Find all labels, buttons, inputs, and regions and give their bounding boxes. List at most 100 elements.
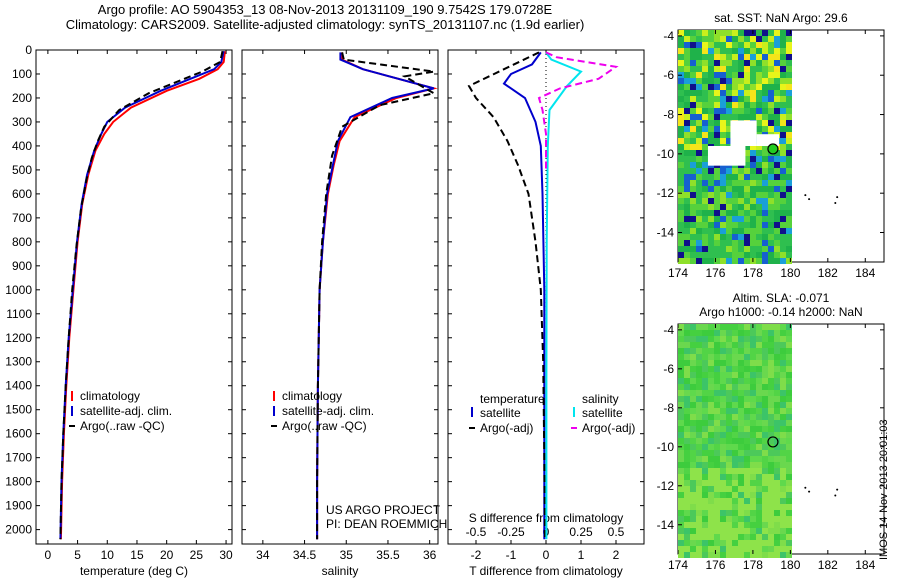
map-cell bbox=[762, 42, 768, 48]
map-cell bbox=[786, 228, 792, 234]
map-cell bbox=[768, 180, 774, 186]
map-cell bbox=[762, 234, 768, 240]
map-cell bbox=[708, 198, 714, 204]
map-cell bbox=[696, 408, 702, 414]
map-cell bbox=[756, 246, 762, 252]
map-cell bbox=[774, 66, 780, 72]
map-cell bbox=[786, 450, 792, 456]
map-cell bbox=[708, 396, 714, 402]
map-cell bbox=[738, 378, 744, 384]
map-cell bbox=[732, 102, 738, 108]
island bbox=[836, 488, 839, 491]
map-cell bbox=[696, 474, 702, 480]
map-cell bbox=[696, 438, 702, 444]
map-cell bbox=[702, 486, 708, 492]
map-cell bbox=[696, 138, 702, 144]
map-cell bbox=[774, 258, 780, 264]
map-cell bbox=[708, 342, 714, 348]
argo-location-marker bbox=[767, 436, 779, 448]
map-cell bbox=[738, 528, 744, 534]
map-cell bbox=[678, 492, 684, 498]
map-cell bbox=[684, 342, 690, 348]
map-cell bbox=[786, 462, 792, 468]
y-tick-label: 900 bbox=[12, 259, 32, 273]
map-cell bbox=[702, 426, 708, 432]
map-cell bbox=[702, 546, 708, 552]
map-cell bbox=[714, 420, 720, 426]
map-cell bbox=[714, 534, 720, 540]
map-cell bbox=[744, 366, 750, 372]
x-tick-label: 35 bbox=[340, 548, 354, 562]
y-tick-label: -6 bbox=[663, 68, 674, 82]
map-cell bbox=[744, 522, 750, 528]
map-cell bbox=[762, 192, 768, 198]
figure-subtitle: Climatology: CARS2009. Satellite-adjuste… bbox=[65, 17, 585, 32]
map-cell bbox=[744, 48, 750, 54]
map-cell bbox=[720, 462, 726, 468]
map-cell bbox=[756, 366, 762, 372]
map-cell bbox=[690, 114, 696, 120]
map-cell bbox=[750, 72, 756, 78]
map-cell bbox=[750, 522, 756, 528]
map-cell bbox=[714, 528, 720, 534]
map-cell bbox=[702, 72, 708, 78]
map-cell bbox=[714, 450, 720, 456]
map-cell bbox=[768, 162, 774, 168]
map-cell bbox=[768, 192, 774, 198]
map-cell bbox=[678, 504, 684, 510]
map-cell bbox=[702, 132, 708, 138]
map-cell bbox=[720, 120, 726, 126]
map-cell bbox=[702, 36, 708, 42]
map-cell bbox=[750, 528, 756, 534]
map-cell bbox=[738, 480, 744, 486]
map-cell bbox=[690, 144, 696, 150]
map-cell bbox=[768, 516, 774, 522]
map-cell bbox=[690, 384, 696, 390]
map-cell bbox=[774, 528, 780, 534]
map-cell bbox=[762, 450, 768, 456]
map-cell bbox=[684, 162, 690, 168]
legend-label: satellite-adj. clim. bbox=[80, 404, 172, 418]
map-cell bbox=[702, 108, 708, 114]
map-cell bbox=[744, 162, 750, 168]
map-cell bbox=[702, 528, 708, 534]
map-cell bbox=[678, 360, 684, 366]
map-cell bbox=[738, 438, 744, 444]
map-cell bbox=[684, 246, 690, 252]
map-cell bbox=[714, 246, 720, 252]
map-cell bbox=[702, 522, 708, 528]
map-cell bbox=[702, 42, 708, 48]
map-cell bbox=[774, 486, 780, 492]
map-cell bbox=[696, 336, 702, 342]
map-cell bbox=[720, 468, 726, 474]
map-cell bbox=[762, 492, 768, 498]
map-cell bbox=[738, 198, 744, 204]
map-cell bbox=[744, 516, 750, 522]
map-cell bbox=[762, 336, 768, 342]
map-cell bbox=[780, 378, 786, 384]
map-cell bbox=[738, 48, 744, 54]
map-cell bbox=[744, 372, 750, 378]
map-cell bbox=[690, 78, 696, 84]
map-cell bbox=[780, 192, 786, 198]
map-cell bbox=[684, 450, 690, 456]
map-cell bbox=[684, 438, 690, 444]
map-cell bbox=[690, 378, 696, 384]
map-cell bbox=[732, 444, 738, 450]
top-x-tick-label: -0.5 bbox=[466, 525, 487, 539]
map-cell bbox=[696, 102, 702, 108]
map-cell bbox=[762, 144, 768, 150]
map-cell bbox=[774, 228, 780, 234]
map-cell bbox=[708, 84, 714, 90]
map-cell bbox=[726, 204, 732, 210]
map-cell bbox=[750, 450, 756, 456]
map-cell bbox=[780, 168, 786, 174]
map-cell bbox=[768, 336, 774, 342]
map-cell bbox=[750, 234, 756, 240]
map-cell bbox=[762, 456, 768, 462]
map-cell bbox=[708, 240, 714, 246]
map-cell bbox=[684, 126, 690, 132]
map-cell bbox=[756, 216, 762, 222]
map-cell bbox=[738, 354, 744, 360]
map-cell bbox=[678, 348, 684, 354]
